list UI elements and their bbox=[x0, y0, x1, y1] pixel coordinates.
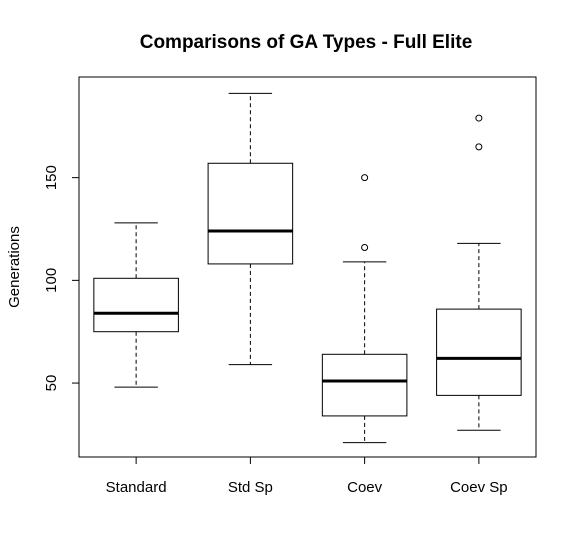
outlier-point bbox=[361, 174, 369, 182]
x-tick-label: Coev Sp bbox=[450, 479, 508, 496]
y-tick-label: 50 bbox=[43, 375, 60, 392]
outlier-point bbox=[475, 114, 483, 122]
x-tick-label: Standard bbox=[106, 479, 167, 496]
box-iqr bbox=[93, 277, 179, 333]
box-coev bbox=[321, 174, 408, 444]
outlier-point bbox=[361, 243, 369, 251]
y-tick-label: 150 bbox=[43, 165, 60, 190]
boxplot-series bbox=[93, 92, 522, 444]
box-coev-sp bbox=[436, 114, 522, 431]
x-tick-label: Coev bbox=[347, 479, 383, 496]
box-iqr bbox=[436, 308, 522, 396]
plot-frame bbox=[78, 76, 537, 458]
box-iqr bbox=[207, 162, 294, 265]
x-axis: Standard Std Sp Coev Coev Sp bbox=[106, 456, 508, 496]
y-axis-title: Generations bbox=[6, 226, 23, 308]
chart-title: Comparisons of GA Types - Full Elite bbox=[140, 32, 473, 53]
x-tick-label: Std Sp bbox=[228, 479, 273, 496]
box-iqr bbox=[321, 353, 408, 417]
box-standard bbox=[93, 222, 179, 388]
outlier-point bbox=[475, 143, 483, 151]
y-tick-label: 100 bbox=[43, 268, 60, 293]
box-std-sp bbox=[207, 92, 294, 366]
y-axis: 50 100 150 bbox=[43, 165, 80, 392]
